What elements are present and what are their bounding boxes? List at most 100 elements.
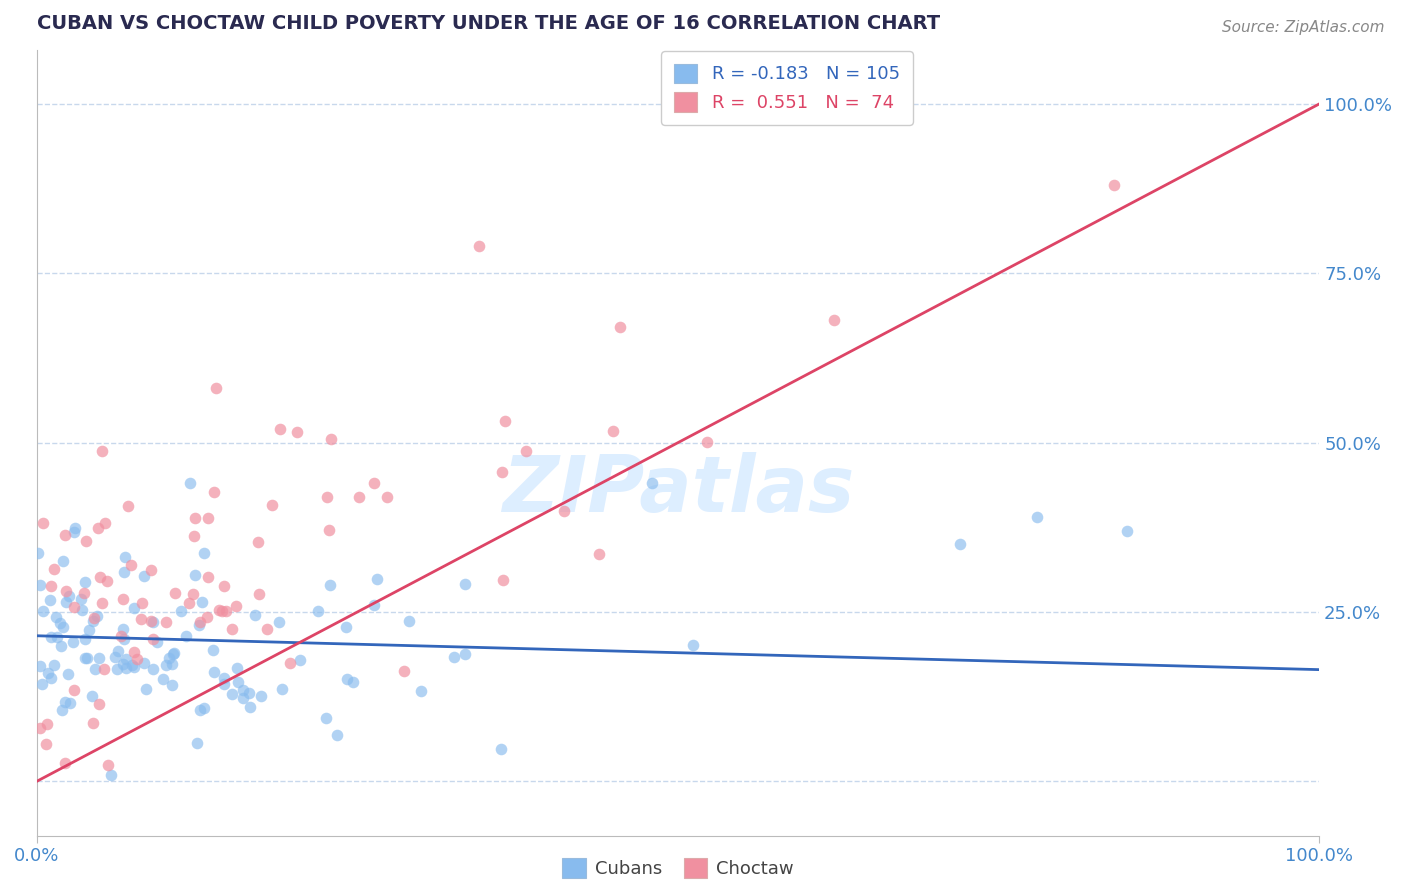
Point [77,623,100,637]
Point [39,671,62,685]
Point [52,620,75,634]
Point [155,657,177,672]
Point [174,629,197,643]
Point [271,681,294,696]
Point [212,579,235,593]
Point [55,756,77,770]
Point [58,590,80,604]
Point [249,587,271,601]
Point [112,632,135,646]
Point [35,717,58,731]
Point [239,700,262,714]
Point [232,683,254,698]
Point [62,635,84,649]
Point [190,595,212,609]
Point [45,610,67,624]
Point [278,656,301,670]
Point [38,593,60,607]
Point [491,465,513,479]
Point [318,578,340,592]
Point [188,703,211,717]
Point [285,425,308,439]
Point [70,591,93,606]
Point [55,584,77,599]
Point [32,604,55,618]
Point [269,422,291,436]
Point [197,511,219,525]
Point [468,239,491,253]
Point [202,643,225,657]
Point [52,554,75,568]
Point [135,681,157,696]
Point [221,622,243,636]
Point [326,728,349,742]
Point [112,657,135,671]
Point [142,615,165,629]
Point [342,675,364,690]
Legend: Cubans, Choctaw: Cubans, Choctaw [555,851,801,886]
Point [232,690,254,705]
Point [107,662,129,676]
Point [142,632,165,646]
Point [134,568,156,582]
Point [214,671,236,685]
Point [96,574,118,589]
Point [111,592,134,607]
Point [336,672,359,686]
Point [157,650,180,665]
Point [75,632,97,646]
Point [184,511,207,525]
Text: Source: ZipAtlas.com: Source: ZipAtlas.com [1222,20,1385,35]
Point [111,622,134,636]
Point [28,658,51,673]
Point [256,622,278,636]
Point [250,689,273,703]
Point [183,529,205,543]
Point [375,491,398,505]
Point [349,490,371,504]
Point [63,521,86,535]
Point [163,586,186,600]
Point [91,596,114,610]
Point [489,741,512,756]
Point [58,696,80,710]
Point [170,604,193,618]
Point [321,432,343,446]
Point [553,504,575,518]
Point [115,661,138,675]
Point [31,677,53,691]
Point [177,596,200,610]
Point [125,651,148,665]
Point [588,547,610,561]
Point [197,569,219,583]
Point [155,615,177,630]
Point [124,660,146,674]
Point [641,476,664,491]
Point [443,650,465,665]
Point [82,614,104,628]
Point [82,716,104,731]
Point [193,701,215,715]
Point [94,516,117,530]
Point [316,491,339,505]
Point [202,485,225,500]
Point [55,595,77,609]
Point [49,640,72,654]
Point [409,683,432,698]
Point [214,677,236,691]
Point [454,647,477,661]
Point [104,650,127,665]
Point [208,603,231,617]
Point [181,587,204,601]
Point [134,656,156,670]
Point [31,516,53,530]
Point [84,661,107,675]
Point [112,565,135,579]
Point [75,651,97,665]
Point [51,703,73,717]
Point [87,521,110,535]
Point [193,546,215,560]
Point [139,563,162,577]
Point [58,666,80,681]
Point [90,443,112,458]
